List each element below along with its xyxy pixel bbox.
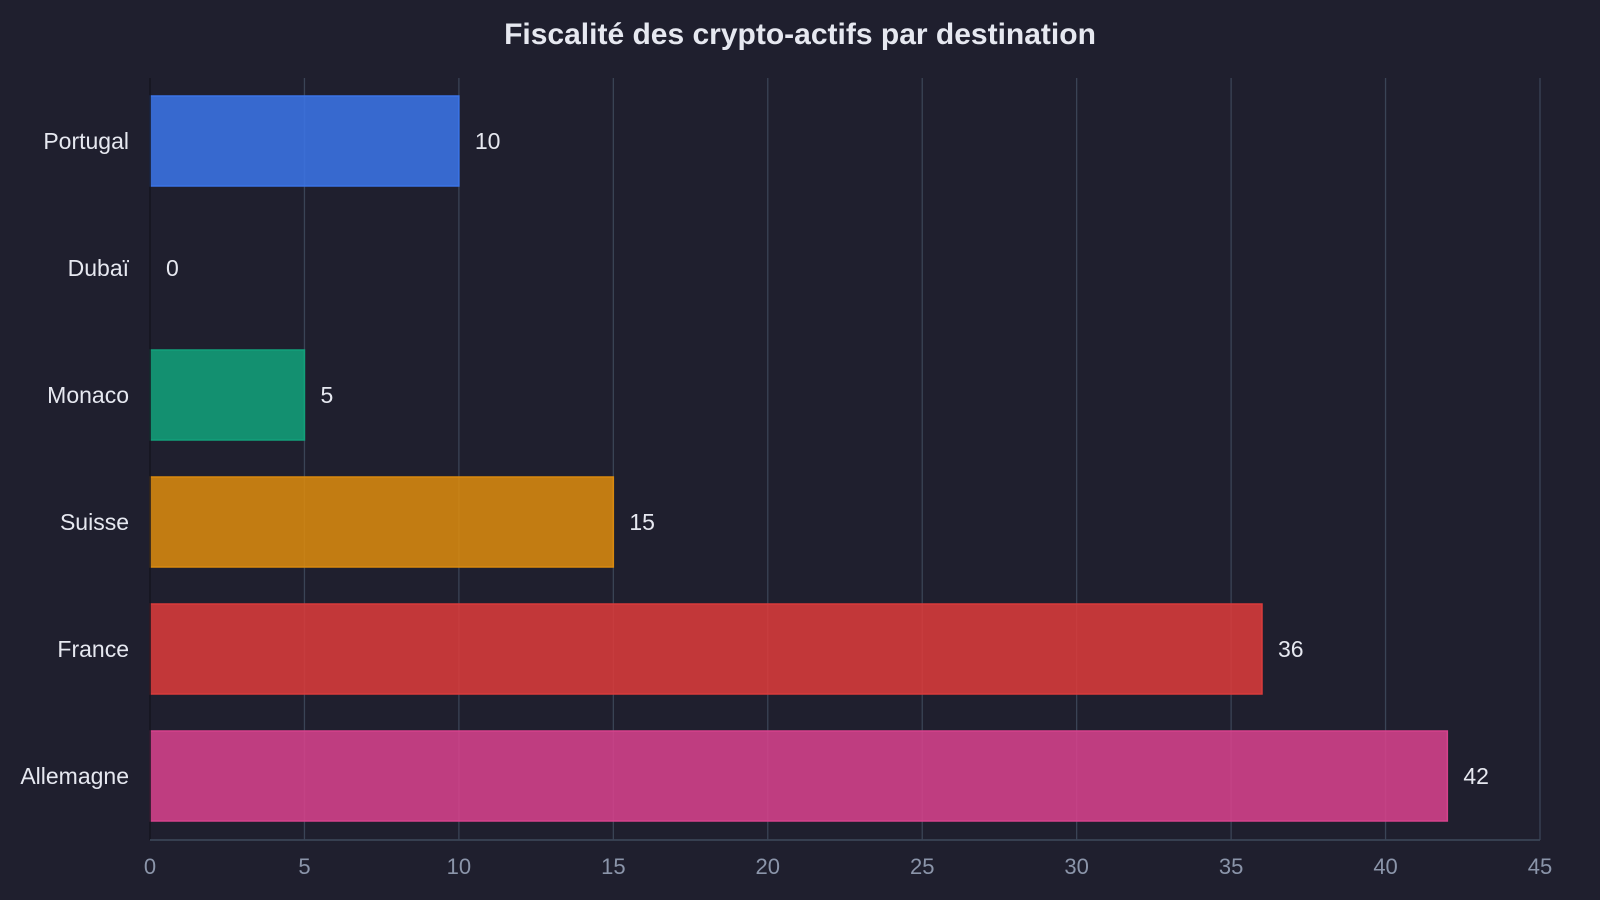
category-label: Portugal <box>43 128 129 154</box>
category-label: Dubaï <box>68 255 130 281</box>
category-label: Allemagne <box>20 763 129 789</box>
x-tick-label: 35 <box>1219 854 1243 879</box>
category-label: Suisse <box>60 509 129 535</box>
axis-layer <box>149 78 1540 841</box>
data-label: 5 <box>320 382 333 408</box>
labels-layer: 0 5 10 15 20 25 30 35 40 45 Portugal 10 Dubaï 0 Monaco… <box>20 128 1552 879</box>
data-label: 10 <box>475 128 501 154</box>
bar-france <box>149 603 1263 695</box>
bar-portugal <box>149 95 460 187</box>
grid-layer <box>303 78 1541 840</box>
bars-layer <box>149 95 1449 822</box>
data-label: 0 <box>166 255 179 281</box>
x-tick-label: 45 <box>1528 854 1552 879</box>
x-tick-label: 5 <box>298 854 310 879</box>
x-tick-label: 15 <box>601 854 625 879</box>
category-label: Monaco <box>47 382 129 408</box>
bar-monaco <box>149 349 306 441</box>
data-label: 15 <box>629 509 655 535</box>
bar-suisse <box>149 476 615 568</box>
x-tick-label: 10 <box>447 854 471 879</box>
bar-allemagne <box>149 730 1449 822</box>
x-tick-label: 25 <box>910 854 934 879</box>
category-label: France <box>57 636 129 662</box>
x-tick-label: 20 <box>756 854 780 879</box>
x-tick-label: 0 <box>144 854 156 879</box>
x-tick-label: 30 <box>1064 854 1088 879</box>
data-label: 36 <box>1278 636 1304 662</box>
chart-title: Fiscalité des crypto-actifs par destinat… <box>504 18 1096 51</box>
x-tick-label: 40 <box>1373 854 1397 879</box>
data-label: 42 <box>1463 763 1489 789</box>
